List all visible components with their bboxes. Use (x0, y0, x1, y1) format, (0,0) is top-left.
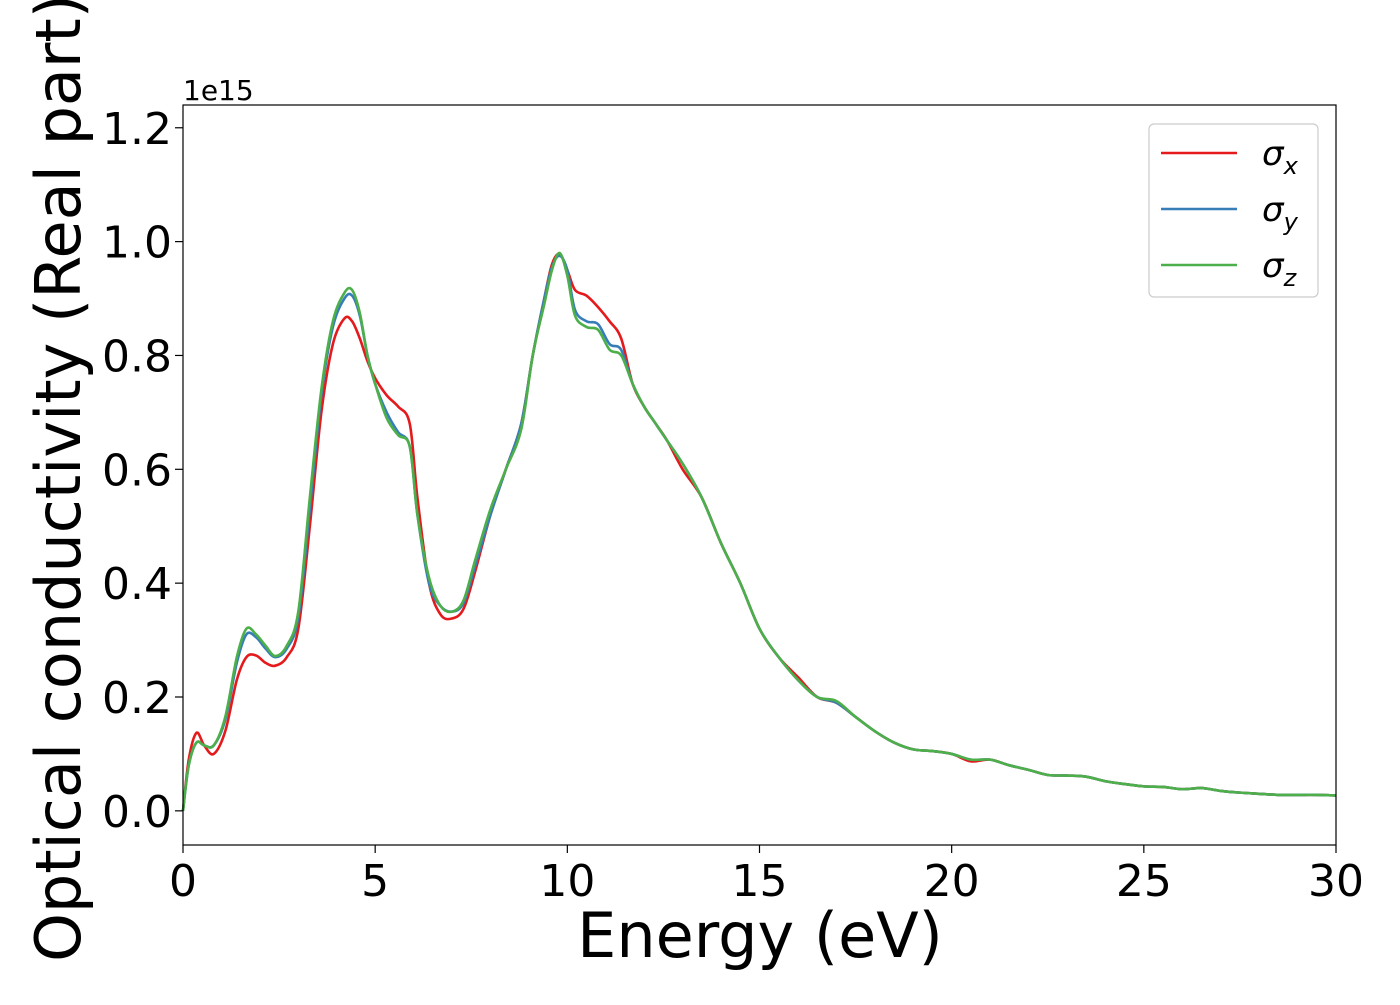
y-tick-label: 0.8 (102, 331, 172, 382)
x-tick-label: 30 (1308, 856, 1364, 907)
y-offset-text: 1e15 (183, 74, 254, 107)
series-layer (181, 251, 1337, 812)
legend-frame (1148, 123, 1319, 298)
x-tick-label: 10 (539, 856, 595, 907)
y-tick-label: 1.0 (102, 218, 172, 269)
x-tick-label: 25 (1116, 856, 1172, 907)
series-line-z (181, 251, 1337, 812)
legend-items: σx σy σz (1161, 134, 1299, 292)
x-tick-label: 15 (732, 856, 788, 907)
series-line-x (181, 252, 1337, 811)
x-tick-label: 0 (169, 856, 197, 907)
legend-label-z: σz (1262, 246, 1298, 292)
y-tick-label: 1.2 (102, 104, 172, 155)
legend: σx σy σz (1148, 123, 1319, 298)
legend-label-x: σx (1262, 134, 1299, 180)
x-tick-label: 20 (924, 856, 980, 907)
x-axis-ticks: 0 5 10 15 20 25 30 (169, 845, 1364, 907)
series-line-y (181, 254, 1337, 812)
y-tick-label: 0.4 (102, 559, 172, 610)
y-tick-label: 0.2 (102, 673, 172, 724)
y-tick-label: 0.0 (102, 787, 172, 838)
y-tick-label: 0.6 (102, 445, 172, 496)
x-tick-label: 5 (361, 856, 389, 907)
y-axis-label: Optical conductivity (Real part) (22, 0, 95, 962)
x-axis-label: Energy (eV) (577, 899, 943, 972)
legend-label-y: σy (1262, 190, 1299, 236)
y-axis-ticks: 0.0 0.2 0.4 0.6 0.8 1.0 1.2 (102, 104, 183, 838)
